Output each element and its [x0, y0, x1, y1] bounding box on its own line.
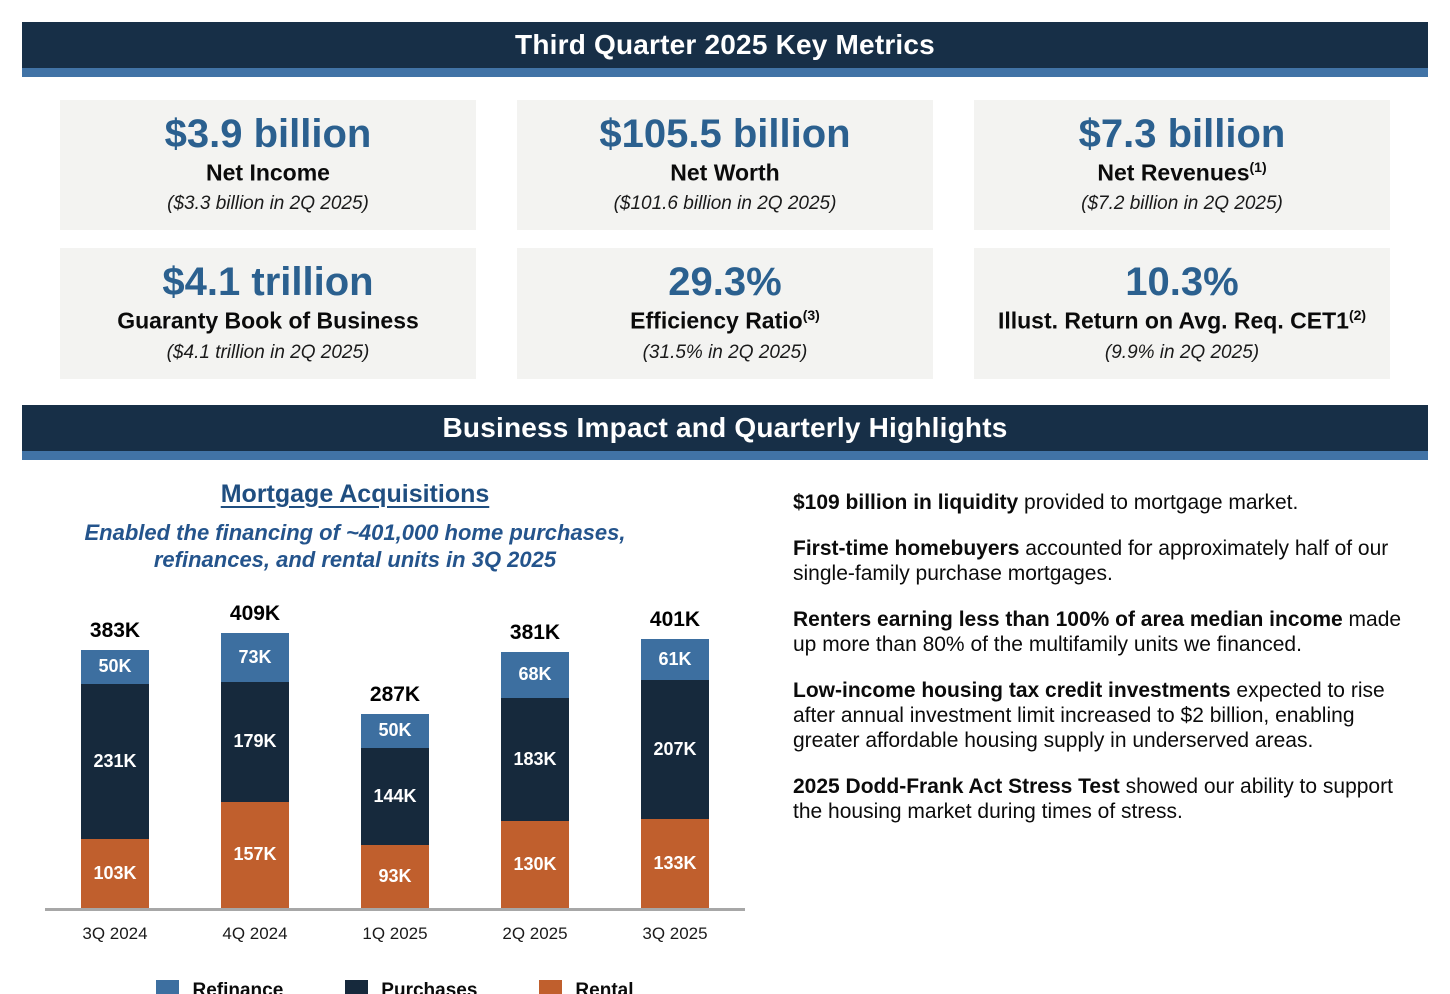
legend-label: Purchases: [381, 980, 478, 994]
bar-total-label: 409K: [229, 601, 281, 625]
x-axis-labels: 3Q 2024 4Q 2024 1Q 2025 2Q 2025 3Q 2025: [45, 924, 745, 944]
stacked-bar-chart: 383K 50K 231K 103K 409K 73K 179K 157K 287K 50K 144…: [45, 596, 745, 908]
highlight-first-time-homebuyers: First-time homebuyers accounted for appr…: [793, 536, 1389, 585]
metric-label: Net Revenues(1): [1097, 159, 1267, 186]
segment-purchases: 144K: [361, 747, 429, 845]
segment-rental: 157K: [221, 801, 289, 908]
metric-value: 10.3%: [1125, 260, 1239, 305]
segment-rental: 133K: [641, 818, 709, 908]
bar-4q-2024: 409K 73K 179K 157K: [185, 602, 325, 908]
chart-title: Mortgage Acquisitions: [220, 479, 490, 508]
metric-prior-period: ($101.6 billion in 2Q 2025): [613, 193, 837, 215]
bar-total-label: 287K: [369, 682, 421, 706]
bar-1q-2025: 287K 50K 144K 93K: [325, 683, 465, 908]
bar-total-label: 401K: [649, 607, 701, 631]
section-header-accent-strip: [22, 68, 1428, 77]
bar-3q-2025: 401K 61K 207K 133K: [605, 608, 745, 908]
metric-prior-period: ($7.2 billion in 2Q 2025): [1081, 193, 1283, 215]
legend-item-purchases: Purchases: [345, 979, 478, 994]
x-axis-line: [45, 907, 745, 911]
segment-refinance: 73K: [221, 632, 289, 682]
highlight-renters-income: Renters earning less than 100% of area m…: [793, 607, 1402, 656]
bar-3q-2024: 383K 50K 231K 103K: [45, 619, 185, 908]
highlight-lihtc-investments: Low-income housing tax credit investment…: [793, 678, 1385, 752]
quarterly-highlights-text: $109 billion in liquidity provided to mo…: [760, 460, 1405, 994]
metric-prior-period: ($4.1 trillion in 2Q 2025): [166, 341, 370, 363]
highlight-liquidity: $109 billion in liquidity provided to mo…: [793, 490, 1299, 514]
legend-swatch-rental: [539, 979, 563, 994]
x-axis-label: 3Q 2024: [82, 923, 148, 943]
segment-rental: 130K: [501, 820, 569, 908]
legend-swatch-refinance: [156, 979, 180, 994]
x-axis-label: 2Q 2025: [502, 923, 568, 943]
metric-value: 29.3%: [668, 260, 782, 305]
metric-prior-period: ($3.3 billion in 2Q 2025): [167, 193, 369, 215]
metric-value: $3.9 billion: [164, 112, 372, 156]
metric-card-net-income: $3.9 billion Net Income ($3.3 billion in…: [60, 100, 476, 231]
metric-label: Efficiency Ratio(3): [630, 307, 820, 334]
metric-label: Net Worth: [670, 159, 780, 186]
x-axis-label: 3Q 2025: [642, 923, 708, 943]
metric-value: $4.1 trillion: [162, 260, 374, 305]
metric-value: $105.5 billion: [599, 112, 851, 156]
section-header-key-metrics-text: Third Quarter 2025 Key Metrics: [515, 29, 935, 60]
metric-label: Net Income: [206, 159, 330, 186]
bar-2q-2025: 381K 68K 183K 130K: [465, 621, 605, 908]
legend-item-refinance: Refinance: [156, 979, 284, 994]
metric-card-net-worth: $105.5 billion Net Worth ($101.6 billion…: [517, 100, 933, 231]
segment-purchases: 231K: [81, 683, 149, 839]
legend-item-rental: Rental: [539, 979, 634, 994]
bar-stack: 61K 207K 133K: [641, 638, 709, 908]
metric-value: $7.3 billion: [1078, 112, 1286, 156]
metric-prior-period: (31.5% in 2Q 2025): [642, 341, 808, 363]
x-axis-label: 4Q 2024: [222, 923, 288, 943]
segment-refinance: 50K: [81, 649, 149, 684]
segment-refinance: 61K: [641, 638, 709, 680]
segment-purchases: 207K: [641, 679, 709, 819]
segment-rental: 103K: [81, 838, 149, 908]
segment-purchases: 179K: [221, 681, 289, 802]
segment-refinance: 50K: [361, 713, 429, 748]
section-header-key-metrics: Third Quarter 2025 Key Metrics: [22, 22, 1428, 68]
metric-card-net-revenues: $7.3 billion Net Revenues(1) ($7.2 billi…: [974, 100, 1390, 231]
section-header-highlights: Business Impact and Quarterly Highlights: [22, 404, 1428, 451]
chart-header: Mortgage Acquisitions Enabled the financ…: [45, 480, 665, 574]
key-metrics-grid: $3.9 billion Net Income ($3.3 billion in…: [60, 100, 1390, 379]
metric-label: Guaranty Book of Business: [117, 307, 419, 334]
bar-total-label: 381K: [509, 620, 561, 644]
chart-legend: Refinance Purchases Rental: [45, 979, 745, 994]
bar-stack: 50K 144K 93K: [361, 713, 429, 908]
bottom-content: Mortgage Acquisitions Enabled the financ…: [0, 460, 1450, 994]
bar-total-label: 383K: [89, 618, 141, 642]
mortgage-acquisitions-chart-column: Mortgage Acquisitions Enabled the financ…: [0, 460, 760, 994]
metric-card-guaranty-book: $4.1 trillion Guaranty Book of Business …: [60, 248, 476, 379]
segment-purchases: 183K: [501, 697, 569, 821]
section-header-accent-strip: [22, 450, 1428, 460]
bar-stack: 68K 183K 130K: [501, 651, 569, 908]
chart-subtitle: Enabled the financing of ~401,000 home p…: [84, 519, 626, 573]
bar-stack: 73K 179K 157K: [221, 632, 289, 908]
metric-card-efficiency-ratio: 29.3% Efficiency Ratio(3) (31.5% in 2Q 2…: [517, 248, 933, 379]
metric-label: Illust. Return on Avg. Req. CET1(2): [997, 307, 1367, 334]
bar-stack: 50K 231K 103K: [81, 649, 149, 908]
legend-swatch-purchases: [345, 979, 369, 994]
x-axis-label: 1Q 2025: [362, 923, 428, 943]
segment-rental: 93K: [361, 844, 429, 908]
metric-card-return-on-cet1: 10.3% Illust. Return on Avg. Req. CET1(2…: [974, 248, 1390, 379]
segment-refinance: 68K: [501, 651, 569, 698]
legend-label: Rental: [575, 980, 634, 994]
highlight-stress-test: 2025 Dodd-Frank Act Stress Test showed o…: [793, 774, 1393, 823]
section-header-highlights-text: Business Impact and Quarterly Highlights: [442, 411, 1008, 443]
metric-prior-period: (9.9% in 2Q 2025): [1104, 341, 1260, 363]
legend-label: Refinance: [192, 980, 284, 994]
